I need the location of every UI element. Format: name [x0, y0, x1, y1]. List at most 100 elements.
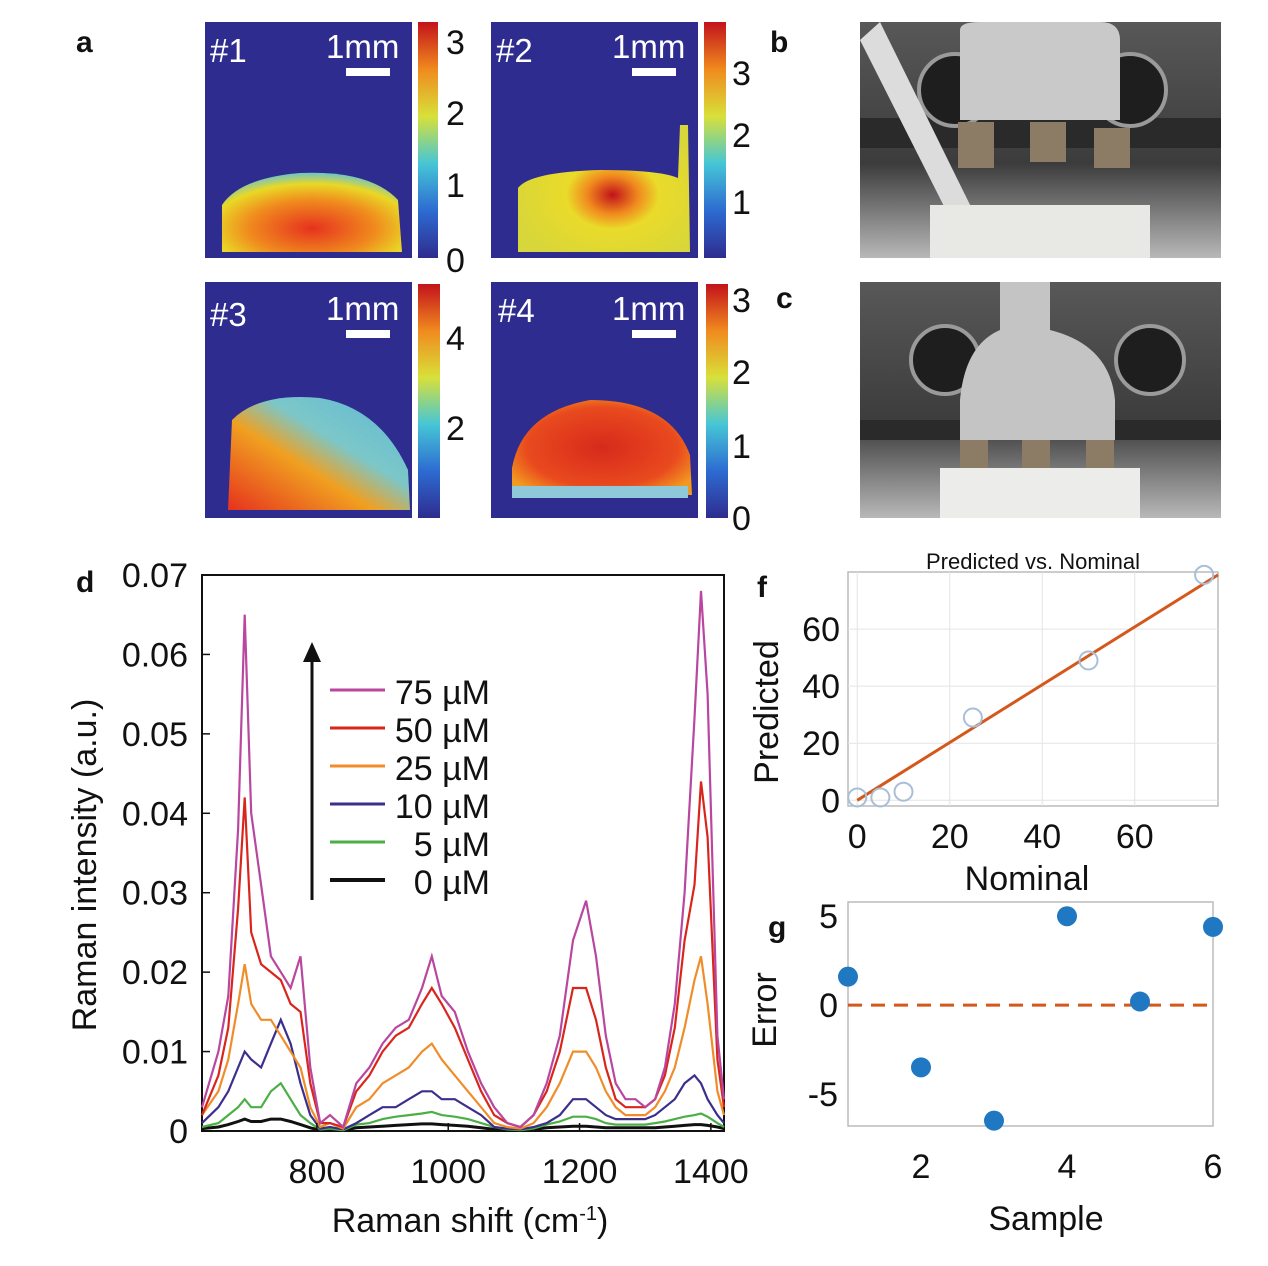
heatmap-4-scale: 1mm [612, 290, 685, 327]
heatmap-2-tick: 3 [732, 55, 751, 93]
chart-d: 0 0.01 0.02 0.03 0.04 0.05 0.06 0.07 800 1000 120… [66, 557, 749, 1240]
chart-f-y-tick-label: 20 [802, 725, 840, 763]
legend-label-10uM: 10 µM [395, 788, 490, 826]
legend-label-75uM: 75 µM [395, 674, 490, 712]
chart-d-x-ticks: 800 1000 1200 1400 [289, 1123, 749, 1191]
photo-c-pad [1022, 440, 1050, 470]
photo-b-pad [958, 122, 994, 168]
chart-g-y-label: Error [746, 972, 784, 1048]
legend-label-50uM: 50 µM [395, 712, 490, 750]
heatmap-4: #4 1mm 3 2 1 0 [491, 282, 751, 538]
chart-d-arrow-head [303, 642, 321, 662]
chart-f-point [847, 787, 868, 808]
photo-c [860, 282, 1221, 518]
chart-g-y-ticks: 5 0 -5 [808, 898, 838, 1114]
heatmap-4-tick: 1 [732, 428, 751, 466]
heatmap-4-base-band [512, 486, 688, 498]
chart-d-series-group [200, 590, 726, 1132]
chart-f-x-tick-label: 40 [1023, 818, 1061, 856]
heatmap-1-region [222, 172, 402, 252]
photo-c-pad [960, 440, 988, 470]
heatmap-2-region [518, 125, 690, 252]
heatmap-2-colorbar [704, 22, 726, 258]
spectrum-line-75uM [200, 590, 726, 1129]
chart-d-y-tick-label: 0.03 [122, 875, 188, 913]
chart-d-y-tick-label: 0.06 [122, 636, 188, 674]
panel-label-d: d [76, 566, 94, 599]
heatmap-1-scale: 1mm [326, 28, 399, 65]
heatmap-1-tick: 1 [446, 167, 465, 205]
panel-label-f: f [757, 571, 768, 604]
heatmap-4-colorbar [706, 284, 728, 518]
chart-g-point [838, 966, 858, 987]
heatmap-3-tick: 4 [446, 320, 465, 358]
spectrum-line-10uM [201, 1016, 725, 1131]
heatmap-3-tick: 2 [446, 410, 465, 448]
photo-b-pad [1094, 128, 1130, 168]
heatmap-4-id: #4 [498, 292, 535, 329]
chart-d-y-tick-label: 0 [169, 1113, 188, 1151]
chart-d-x-tick-label: 1400 [673, 1153, 749, 1191]
chart-f-points [847, 564, 1215, 808]
chart-f-fit-group [856, 573, 1219, 802]
panel-label-a: a [76, 26, 93, 59]
chart-f-y-ticks: 0 20 40 60 [802, 611, 840, 820]
chart-g-y-tick-label: 5 [819, 898, 838, 936]
photo-b-pad [1030, 122, 1066, 162]
heatmap-3-region [228, 396, 410, 510]
heatmap-4-tick: 0 [732, 500, 751, 538]
chart-f-y-tick-label: 40 [802, 668, 840, 706]
heatmap-4-region [512, 400, 692, 495]
chart-d-x-label-sup: -1 [579, 1203, 597, 1225]
photo-b-electrode-body [960, 22, 1120, 120]
chart-g-points [838, 906, 1223, 1131]
heatmap-1-id: #1 [210, 32, 247, 69]
chart-f-point [1078, 650, 1099, 671]
chart-f-grid [848, 572, 1218, 806]
chart-f-title: Predicted vs. Nominal [926, 549, 1140, 574]
photo-b-pipette [860, 22, 975, 228]
spectrum-line-0uM [201, 1117, 725, 1132]
heatmap-2-tick: 2 [732, 117, 751, 155]
chart-d-x-label: Raman shift (cm-1) [332, 1202, 609, 1240]
chart-g-point [1130, 991, 1150, 1012]
chart-f-x-label: Nominal [965, 860, 1090, 898]
chart-g-point [1203, 916, 1223, 937]
heatmap-2-scale: 1mm [612, 28, 685, 65]
chart-g-y-tick-label: 0 [819, 987, 838, 1025]
legend-label-5uM: 5 µM [414, 826, 490, 864]
chart-f-point [1194, 564, 1215, 585]
chart-g-x-tick-label: 6 [1204, 1148, 1223, 1186]
legend-label-25uM: 25 µM [395, 750, 490, 788]
chart-g-x-label: Sample [988, 1200, 1103, 1238]
panel-label-c: c [776, 282, 793, 315]
heatmap-1-tick: 2 [446, 95, 465, 133]
chart-d-y-ticks: 0 0.01 0.02 0.03 0.04 0.05 0.06 0.07 [122, 557, 210, 1151]
heatmap-2-tick: 1 [732, 184, 751, 222]
chart-g-y-tick-label: -5 [808, 1076, 838, 1114]
chart-g-point [984, 1110, 1004, 1131]
chart-d-y-tick-label: 0.01 [122, 1034, 188, 1072]
chart-d-x-label-main: Raman shift (cm [332, 1202, 580, 1240]
heatmap-1-tick: 0 [446, 242, 465, 280]
heatmap-4-tick: 2 [732, 354, 751, 392]
chart-g-x-ticks: 2 4 6 [912, 1148, 1223, 1186]
chart-f-y-tick-label: 0 [821, 782, 840, 820]
chart-f-x-tick-label: 60 [1116, 818, 1154, 856]
heatmap-3-colorbar [418, 284, 440, 518]
chart-f-x-tick-label: 20 [931, 818, 969, 856]
chart-g-point [911, 1057, 931, 1078]
heatmap-1-tick: 3 [446, 24, 465, 62]
chart-d-x-tick-label: 1200 [542, 1153, 618, 1191]
chart-f-x-ticks: 0 20 40 60 [848, 818, 1154, 856]
chart-d-x-tick-label: 1000 [410, 1153, 486, 1191]
spectrum-line-25uM [201, 956, 726, 1130]
chart-g-point [1057, 906, 1077, 927]
legend-label-0uM: 0 µM [414, 864, 490, 902]
chart-f-x-tick-label: 0 [848, 818, 867, 856]
heatmap-3-scale: 1mm [326, 290, 399, 327]
chart-f: Predicted vs. Nominal 0 20 40 60 0 20 40 60 Pr… [748, 549, 1219, 898]
photo-c-electrode-body [960, 282, 1115, 440]
photo-c-base [940, 468, 1140, 518]
